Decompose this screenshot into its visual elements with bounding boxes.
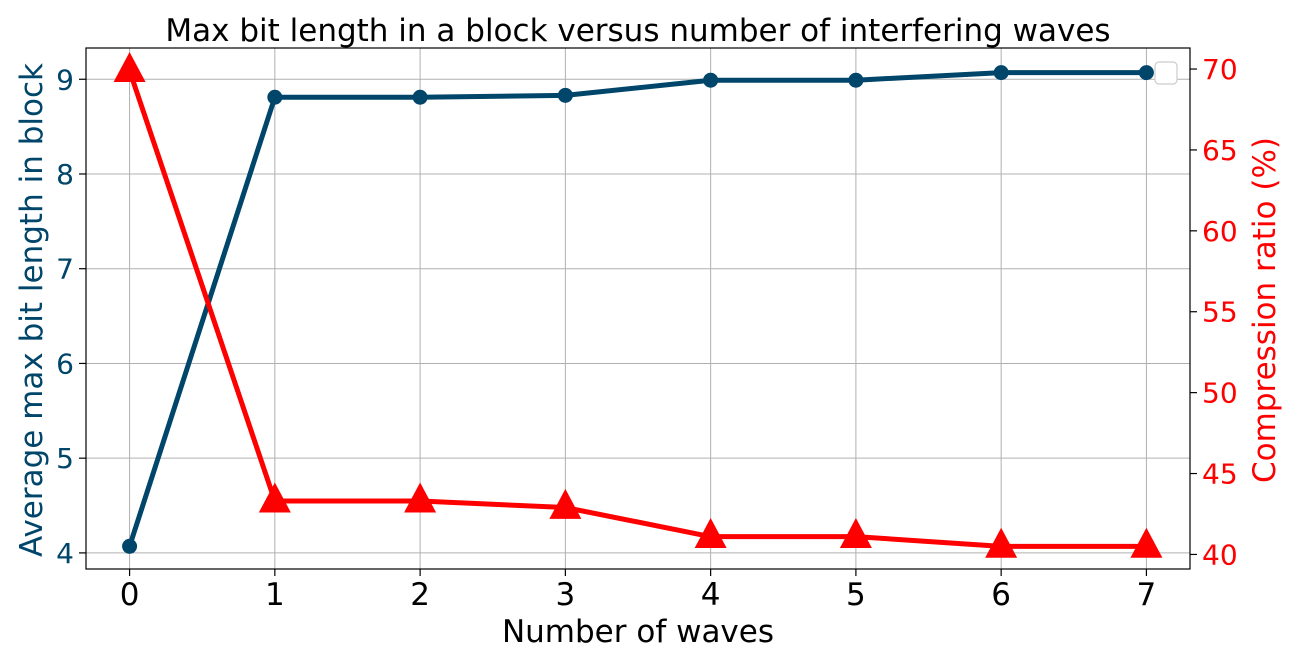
series-lines xyxy=(127,69,1147,549)
point-compression-ratio-4 xyxy=(694,518,727,549)
y-right-tick-label-0: 40 xyxy=(1202,538,1238,571)
point-compression-ratio-0 xyxy=(113,52,146,83)
y-axis-label-right: Compression ratio (%) xyxy=(1247,137,1283,483)
x-axis-label: Number of waves xyxy=(502,614,774,650)
y-left-tick-label-2: 6 xyxy=(56,347,74,380)
y-left-tick-label-5: 9 xyxy=(56,63,74,96)
plot-frame xyxy=(85,47,1191,570)
y-left-tick-label-3: 7 xyxy=(56,253,74,286)
series-line-compression-ratio xyxy=(127,69,1147,549)
point-bit-length-0 xyxy=(122,538,138,554)
point-compression-ratio-7 xyxy=(1130,527,1163,558)
y-left-tick-label-1: 5 xyxy=(56,442,74,475)
point-bit-length-1 xyxy=(267,89,283,105)
point-bit-length-2 xyxy=(412,89,428,105)
x-tick-label-0: 0 xyxy=(120,577,140,613)
y-right-tick-label-4: 60 xyxy=(1202,215,1238,248)
legend-box xyxy=(1154,61,1178,85)
point-compression-ratio-6 xyxy=(985,527,1018,558)
point-bit-length-5 xyxy=(848,72,864,88)
series-line-bit-length xyxy=(127,70,1147,548)
grid xyxy=(86,48,1190,569)
point-compression-ratio-5 xyxy=(839,518,872,549)
x-tick-label-7: 7 xyxy=(1137,577,1157,613)
y-right-tick-label-3: 55 xyxy=(1202,296,1238,329)
y-left-tick-label-0: 4 xyxy=(56,537,74,570)
x-tick-label-1: 1 xyxy=(265,577,285,613)
chart-title: Max bit length in a block versus number … xyxy=(165,13,1110,49)
y-axis-label-left: Average max bit length in block xyxy=(14,63,50,557)
point-bit-length-7 xyxy=(1138,65,1154,81)
point-bit-length-3 xyxy=(557,87,573,103)
x-tick-label-4: 4 xyxy=(701,577,721,613)
x-tick-label-6: 6 xyxy=(991,577,1011,613)
point-compression-ratio-3 xyxy=(549,488,582,519)
point-bit-length-4 xyxy=(703,72,719,88)
y-left-tick-label-4: 8 xyxy=(56,158,74,191)
y-right-tick-label-1: 45 xyxy=(1202,458,1238,491)
point-bit-length-6 xyxy=(993,65,1009,81)
series-markers xyxy=(113,52,1163,558)
x-tick-label-5: 5 xyxy=(846,577,866,613)
x-tick-label-2: 2 xyxy=(410,577,430,613)
point-compression-ratio-1 xyxy=(258,482,291,513)
y-right-tick-label-6: 70 xyxy=(1202,53,1238,86)
x-tick-label-3: 3 xyxy=(556,577,576,613)
y-right-tick-label-5: 65 xyxy=(1202,134,1238,167)
y-right-tick-label-2: 50 xyxy=(1202,377,1238,410)
point-compression-ratio-2 xyxy=(404,482,437,513)
